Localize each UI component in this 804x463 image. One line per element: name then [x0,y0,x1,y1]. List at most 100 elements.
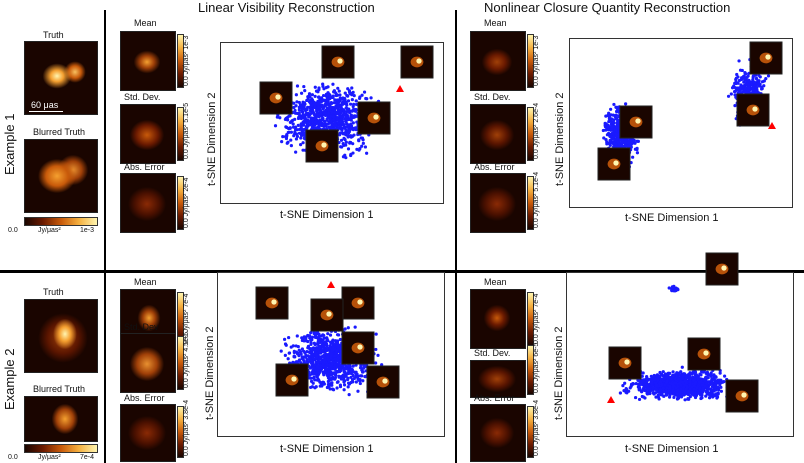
scatter-point [335,340,339,345]
scatter-point [680,365,684,369]
scatter-point [683,389,687,393]
scatter-point [656,377,660,381]
scatter-point [345,103,349,107]
scatter-point [295,100,299,104]
lin1-err-colorbar [177,176,184,230]
scatter-point [605,140,609,144]
scatter-point [620,141,624,145]
scatter-point [360,93,364,97]
scatter-point [350,109,354,113]
scatter-point [680,380,685,384]
lin2-thumb-1 [255,286,289,320]
scatter-point [722,380,726,384]
scatter-point [354,99,358,103]
scatter-point [314,372,318,376]
non1-mean-label: Mean [484,18,507,28]
colorbar-min-2: 0.0 [8,454,18,461]
scatter-point [664,393,668,397]
scatter-point [601,128,605,133]
scatter-point [660,382,664,387]
scatter-point [310,335,315,339]
scatter-point [319,109,323,113]
non1-marker [768,122,776,129]
scatter-point [634,381,638,386]
scatter-point [310,97,314,101]
scatter-point [361,379,365,383]
non2-point-cloud [618,365,741,402]
lin2-thumb-2 [341,286,375,320]
scatter-point [338,96,342,100]
scatter-point [301,141,305,145]
scatter-point [346,147,351,151]
scatter-point [699,393,703,397]
scatter-point [353,325,357,329]
scatter-point [284,343,288,347]
scatter-point [710,391,714,395]
scatter-point [610,128,614,132]
lin1-thumb-3 [400,45,434,79]
scatter-point [660,393,664,397]
scatter-point [340,131,345,135]
scatter-point [344,374,348,378]
scatter-point [287,335,291,340]
scatter-point [287,351,292,355]
scatter-point [751,74,755,78]
scatter-point [294,125,298,129]
scatter-point [683,379,688,383]
scatter-point [629,384,633,388]
truth-image-1: 60 μas [24,41,98,115]
scatter-point [326,382,330,387]
scatter-point [339,118,343,122]
scatter-point [723,374,727,378]
scatter-point [344,366,348,370]
scatter-point [336,333,341,337]
lin2-marker [327,281,335,288]
scatter-point [315,364,320,369]
scatter-point [705,371,710,376]
truth-image-2 [24,299,98,373]
scatter-point [680,376,684,380]
scatter-point [688,380,692,384]
scatter-point [330,376,334,380]
lin2-thumb-5 [275,363,309,397]
lin2-thumb-4 [341,331,375,365]
scatter-point [741,84,745,88]
scatter-point [362,90,367,94]
scatter-point [671,392,676,396]
scatter-point [686,392,691,397]
scatter-point [292,105,296,110]
scatter-point [682,372,687,376]
truth-label-2: Truth [43,287,64,297]
colorbar-max-2: 7e-4 [80,454,95,461]
scatter-point [688,382,692,387]
scatter-point [349,102,353,106]
scatter-point [635,151,640,155]
scatter-point [341,141,345,146]
scatter-point [679,370,683,374]
scatter-point [289,345,293,349]
scatter-point [746,74,750,78]
scatter-point [336,380,340,384]
scatter-point [302,107,306,111]
scatter-point [716,385,720,389]
scatter-point [639,379,643,383]
scatter-point [308,123,312,127]
scatter-point [358,381,362,386]
scatter-point [354,380,358,384]
scatter-point [351,364,355,368]
lin2-std-image [120,333,176,393]
scatter-point [671,370,675,374]
scatter-point [726,94,731,98]
scatter-point [743,77,747,82]
scatter-point [338,363,342,367]
scatter-point [337,89,341,93]
scatter-point [758,75,762,79]
lin2-thumb-6 [366,365,400,399]
scatter-point [309,104,314,108]
scatter-point [742,75,746,79]
scatter-point [315,110,320,114]
scatter-point [653,391,658,395]
scatter-point [640,394,644,399]
scatter-point [309,376,313,380]
scatter-point [602,136,606,140]
